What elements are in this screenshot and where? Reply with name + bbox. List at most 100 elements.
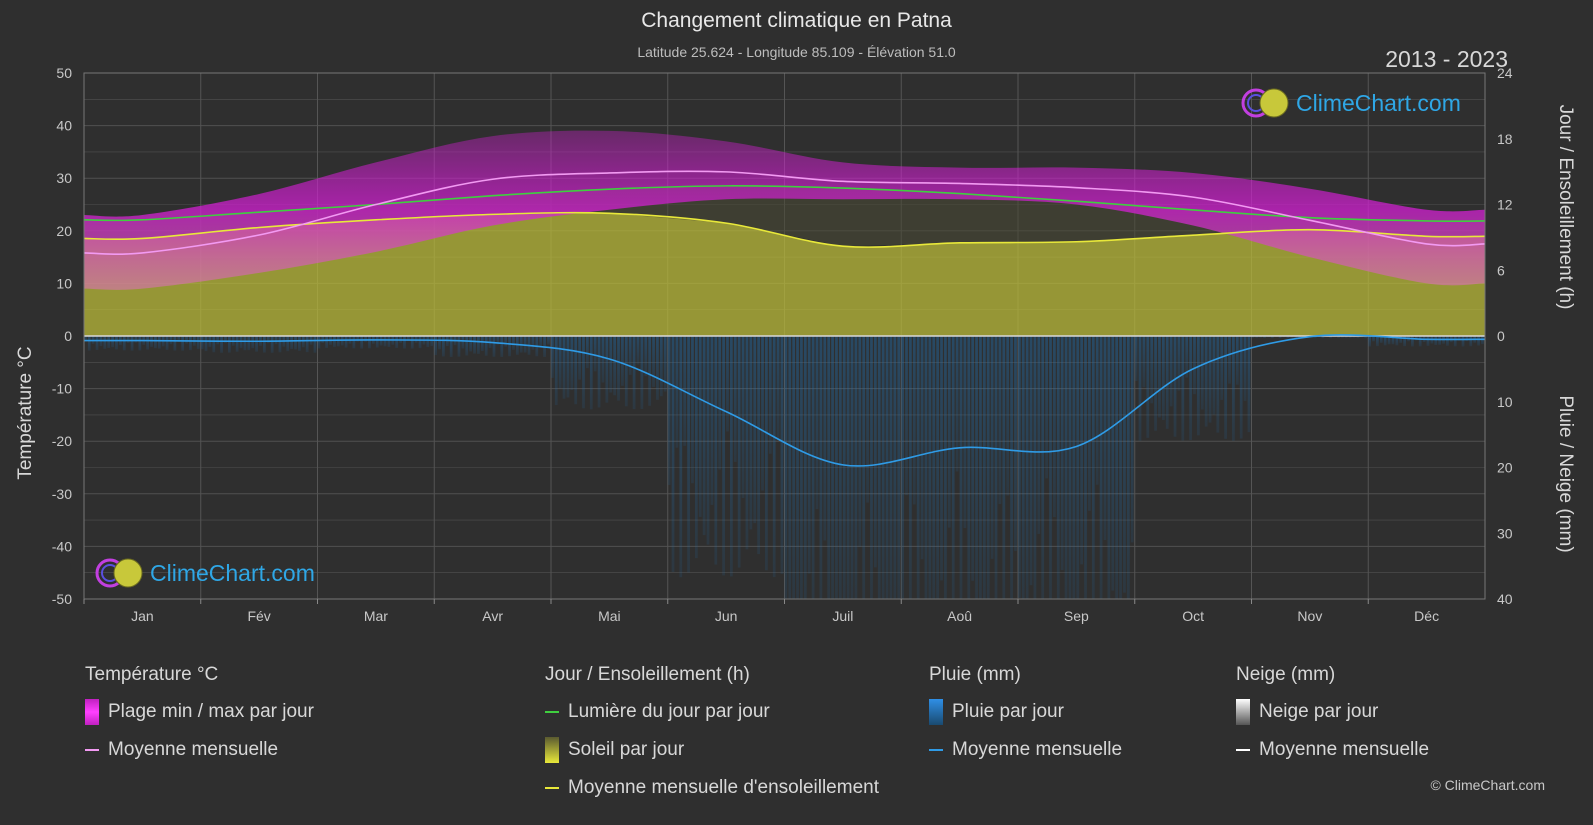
rain-bar [1126,336,1130,599]
rain-bar [185,336,188,344]
rain-bar [239,336,243,349]
rain-bar [1251,336,1255,338]
rain-bar [134,336,138,343]
rain-bar [1123,336,1126,593]
rain-bar [224,336,227,344]
rain-bar [850,336,854,599]
left-tick-label: 10 [56,275,72,291]
rain-bar [1088,336,1091,511]
rain-bar [675,336,679,448]
rain-bar [504,336,508,347]
rain-bar [356,336,360,342]
rain-bar [1072,336,1076,599]
rain-bar [515,336,519,355]
right-top-tick-label: 0 [1497,328,1505,344]
rain-bar [1438,336,1442,345]
temp-range-swatch [85,699,99,725]
rain-bar [578,336,581,380]
sunshine-area-shape [84,212,1485,336]
rain-bar [115,336,118,350]
rain-bar [1270,336,1274,339]
logo-icon [1241,88,1289,118]
legend-sun: Jour / Ensoleillement (h) Lumière du jou… [545,664,879,814]
rain-bar [788,336,792,599]
rain-bar [562,336,566,399]
rain-bar [375,336,379,348]
rain-bar [932,336,936,599]
rain-bar [1220,336,1224,400]
rain-bar [737,336,741,568]
rain-bar [189,336,192,351]
rain-bar [916,336,920,599]
rain-bar [1056,336,1060,599]
rain-bar [586,336,589,369]
rain-bar [403,336,406,349]
rain-bar [122,336,126,351]
rain-bar [1341,336,1344,338]
rain-bar [1053,336,1056,518]
rain-bar [247,336,251,351]
rain-bar [496,336,500,345]
rain-bar [1041,336,1045,599]
rain-bar [889,336,893,599]
rain-bar [1469,336,1473,347]
rain-bar [255,336,258,352]
rain-bar [928,336,932,599]
rain-bar [418,336,422,349]
chart-title: Changement climatique en Patna [641,9,952,32]
legend-item-rain-mean: Moyenne mensuelle [929,738,1122,762]
right-top-tick-label: 24 [1497,65,1513,81]
rain-bar [1321,336,1325,339]
rain-bar [212,336,216,353]
rain-bar [1239,336,1243,439]
rain-bar [298,336,301,351]
rain-bar [947,336,951,528]
left-tick-label: -50 [52,591,72,607]
rain-bar [554,336,558,406]
rain-bar [659,336,663,397]
rain-bar [243,336,247,351]
rain-bar [165,336,169,350]
right-top-tick-label: 6 [1497,262,1505,278]
rain-bar [1263,336,1266,338]
rain-bar [469,336,472,352]
rain-bar [862,336,866,599]
rain-bar [523,336,527,353]
rain-bar [1049,336,1052,599]
rain-bar [278,336,282,353]
rain-bar [313,336,317,353]
rain-bar [1344,336,1348,338]
rain-bar [181,336,185,351]
legend-rain-head: Pluie (mm) [929,664,1021,685]
rain-bar [893,336,897,599]
rain-bar [1185,336,1189,378]
month-tick-label: Juil [832,608,853,624]
rain-bar [1142,336,1146,388]
left-tick-label: 30 [56,170,72,186]
rain-bar [344,336,348,348]
rain-bar [679,336,683,578]
rain-bar [772,336,776,578]
logo-top[interactable]: ClimeChart.com [1240,86,1461,120]
rain-bar [1091,336,1095,599]
rain-bar [290,336,293,350]
rain-bar [107,336,111,348]
rain-bar [286,336,290,352]
rain-bar [901,336,904,599]
rain-bar [1064,336,1068,599]
rain-bar [979,336,982,599]
rain-bar [597,336,601,408]
rain-bar [574,336,578,405]
rain-bar [551,336,554,378]
logo-bottom[interactable]: ClimeChart.com [94,556,315,590]
rain-bar [407,336,410,341]
rain-bar [157,336,161,349]
left-tick-label: -20 [52,433,72,449]
left-tick-label: 20 [56,223,72,239]
rain-bar [1115,336,1119,599]
rain-bar [640,336,644,409]
legend-snow: Neige (mm) Neige par jour Moyenne mensue… [1236,664,1429,776]
temp-mean-line [83,170,1486,256]
rain-bar [274,336,278,345]
rain-bar [768,336,772,454]
